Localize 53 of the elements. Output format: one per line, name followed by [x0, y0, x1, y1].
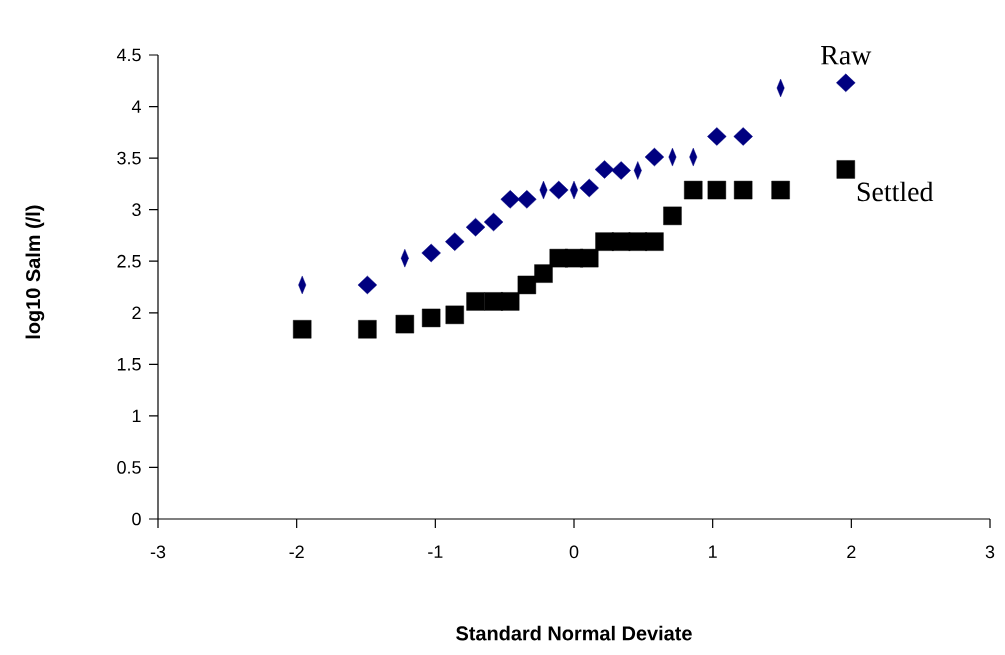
- y-tick-label: 2: [132, 306, 141, 320]
- x-tick-label: -3: [150, 545, 166, 559]
- point: [358, 320, 377, 339]
- point: [644, 147, 665, 167]
- point: [517, 275, 537, 295]
- y-tick-label: 1: [132, 409, 141, 423]
- point: [733, 127, 753, 146]
- point: [421, 308, 441, 328]
- point: [594, 160, 615, 179]
- point: [357, 275, 378, 295]
- point: [421, 243, 441, 263]
- x-tick-label: 0: [569, 545, 579, 559]
- x-axis-title: Standard Normal Deviate: [456, 625, 692, 641]
- point: [517, 190, 537, 209]
- point: [707, 127, 727, 146]
- point: [645, 232, 664, 251]
- point: [836, 73, 856, 93]
- point: [465, 217, 486, 237]
- point: [534, 264, 553, 283]
- y-tick-label: 4.5: [116, 48, 141, 62]
- point: [293, 320, 312, 339]
- point: [611, 161, 631, 180]
- point: [733, 180, 753, 200]
- y-tick-label: 1.5: [117, 358, 141, 371]
- x-tick-label: 2: [847, 545, 856, 559]
- point: [579, 178, 599, 198]
- y-tick-label: 3.5: [117, 151, 141, 165]
- series-label: Raw: [821, 46, 872, 65]
- x-tick-label: 3: [985, 545, 995, 559]
- point: [549, 180, 569, 200]
- point: [395, 314, 415, 334]
- point: [707, 180, 727, 200]
- y-axis-title: log10 Salm (/l): [25, 205, 45, 339]
- point: [663, 206, 682, 226]
- point: [771, 180, 790, 200]
- series-label: Settled: [857, 181, 934, 202]
- point: [483, 212, 504, 232]
- x-tick-label: 1: [709, 545, 717, 558]
- y-tick-label: 4: [131, 100, 141, 113]
- point: [500, 190, 520, 209]
- point: [580, 248, 599, 268]
- y-tick-label: 3: [132, 203, 141, 217]
- point: [684, 180, 703, 200]
- x-tick-label: -2: [289, 545, 304, 559]
- point: [445, 232, 465, 251]
- point: [466, 292, 485, 311]
- x-tick-label: -1: [428, 545, 443, 558]
- point: [836, 160, 855, 179]
- y-tick-label: 0.5: [117, 461, 141, 474]
- y-tick-label: 2.5: [117, 254, 141, 268]
- point: [445, 305, 464, 325]
- y-tick-label: 0: [132, 512, 141, 526]
- point: [501, 292, 520, 311]
